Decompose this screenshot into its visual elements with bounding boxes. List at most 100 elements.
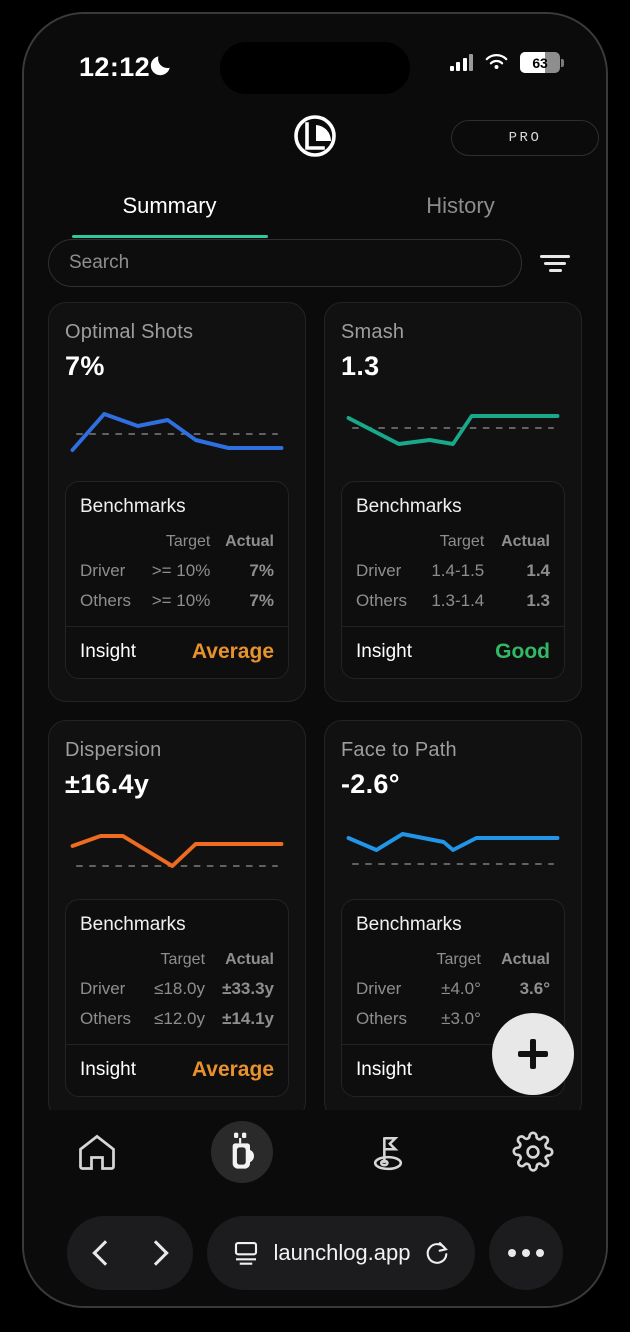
tab-history[interactable]: History: [426, 193, 495, 218]
table-row: Driver 1.4-1.5 1.4: [356, 556, 550, 586]
chevron-left-icon[interactable]: [91, 1240, 118, 1266]
sparkline-chart: [70, 834, 284, 868]
table-row: Driver >= 10% 7%: [80, 556, 274, 586]
row-actual: ±14.1y: [222, 1009, 274, 1028]
card-title: Face to Path: [341, 739, 457, 761]
row-label: Driver: [356, 979, 402, 998]
row-actual: 1.3: [526, 591, 550, 610]
search-input[interactable]: Search: [48, 239, 522, 287]
row-label: Others: [80, 1009, 132, 1028]
gear-icon: [502, 1121, 564, 1183]
table-header-row: Target Actual: [80, 946, 274, 974]
benchmarks-table: Target Actual Driver ±4.0° 3.6° Others ±…: [356, 946, 550, 1034]
row-target: >= 10%: [151, 561, 211, 580]
launchlog-logo-icon: [294, 115, 336, 157]
metric-card-dispersion[interactable]: Dispersion ±16.4y Benchmarks Target Actu…: [48, 720, 306, 1120]
table-row: Others ≤12.0y ±14.1y: [80, 1004, 274, 1034]
benchmarks-title: Benchmarks: [356, 914, 462, 935]
ellipsis-dot: [522, 1249, 530, 1257]
table-row: Others >= 10% 7%: [80, 586, 274, 616]
phone-frame: 12:12 63 PRO: [22, 12, 608, 1308]
col-target: Target: [439, 533, 485, 550]
col-blank: [356, 528, 418, 556]
row-actual: 7%: [249, 591, 274, 610]
insight-value: Good: [495, 640, 550, 663]
insight-label: Insight: [356, 641, 412, 662]
tab-summary[interactable]: Summary: [24, 190, 315, 234]
search-row: Search: [24, 228, 606, 298]
row-actual: 1.4: [526, 561, 550, 580]
card-value: 7%: [65, 351, 105, 381]
ellipsis-dot: [536, 1249, 544, 1257]
benchmarks-title: Benchmarks: [80, 496, 186, 517]
tab-bar: Summary History: [24, 190, 606, 234]
row-label: Others: [356, 591, 408, 610]
insight-row: Insight Good: [342, 626, 564, 678]
col-actual: Actual: [225, 951, 274, 968]
moon-icon: [150, 56, 170, 76]
benchmarks-title: Benchmarks: [356, 496, 462, 517]
insight-label: Insight: [80, 1059, 136, 1080]
row-target: 1.4-1.5: [431, 561, 485, 580]
status-bar: 12:12 63: [24, 14, 606, 98]
nav-item-settings[interactable]: [461, 1110, 607, 1194]
browser-more-button[interactable]: [489, 1216, 563, 1290]
desktop-icon: [235, 1241, 258, 1265]
row-actual: ±33.3y: [222, 979, 274, 998]
nav-item-bag[interactable]: [170, 1110, 316, 1194]
row-label: Driver: [356, 561, 402, 580]
nav-item-home[interactable]: [24, 1110, 170, 1194]
row-target: ±4.0°: [441, 979, 481, 998]
row-target: >= 10%: [151, 591, 211, 610]
col-target: Target: [165, 533, 211, 550]
filter-icon[interactable]: [528, 254, 582, 272]
card-value: -2.6°: [341, 769, 400, 799]
row-target: ±3.0°: [441, 1009, 481, 1028]
add-button[interactable]: [492, 1013, 574, 1095]
table-row: Driver ≤18.0y ±33.3y: [80, 974, 274, 1004]
ellipsis-dot: [508, 1249, 516, 1257]
table-row: Driver ±4.0° 3.6°: [356, 974, 550, 1004]
insight-row: Insight Average: [66, 1044, 288, 1096]
card-value: 1.3: [341, 351, 380, 381]
reload-icon[interactable]: [423, 1239, 451, 1267]
row-label: Driver: [80, 979, 126, 998]
url-bar[interactable]: launchlog.app: [207, 1216, 475, 1290]
benchmarks-table: Target Actual Driver 1.4-1.5 1.4 Others …: [356, 528, 550, 616]
bottom-navigation: [24, 1110, 606, 1194]
insight-row: Insight Average: [66, 626, 288, 678]
col-target: Target: [160, 951, 206, 968]
col-actual: Actual: [225, 533, 274, 550]
row-label: Driver: [80, 561, 126, 580]
sparkline-chart: [70, 412, 284, 452]
table-header-row: Target Actual: [80, 528, 274, 556]
benchmarks-panel: Benchmarks Target Actual Driver 1.4-1.5 …: [341, 481, 565, 679]
browser-nav-pill: [67, 1216, 193, 1290]
url-text: launchlog.app: [273, 1240, 411, 1265]
insight-label: Insight: [356, 1059, 412, 1080]
benchmarks-table: Target Actual Driver ≤18.0y ±33.3y Other…: [80, 946, 274, 1034]
chevron-right-icon[interactable]: [142, 1240, 169, 1266]
col-target: Target: [436, 951, 481, 968]
status-indicators: 63: [449, 52, 564, 73]
col-blank: [80, 946, 142, 974]
row-label: Others: [80, 591, 132, 610]
row-label: Others: [356, 1009, 408, 1028]
benchmarks-panel: Benchmarks Target Actual Driver >= 10% 7…: [65, 481, 289, 679]
golf-bag-icon: [211, 1121, 274, 1183]
nav-item-green[interactable]: [315, 1110, 461, 1194]
col-actual: Actual: [501, 533, 550, 550]
row-target: 1.3-1.4: [431, 591, 485, 610]
pro-badge[interactable]: PRO: [451, 120, 599, 156]
metric-card-optimal-shots[interactable]: Optimal Shots 7% Benchmarks Target Actua…: [48, 302, 306, 702]
row-target: ≤18.0y: [154, 979, 206, 998]
sparkline-chart: [346, 414, 560, 446]
row-target: ≤12.0y: [154, 1009, 206, 1028]
metric-card-smash[interactable]: Smash 1.3 Benchmarks Target Actual Drive…: [324, 302, 582, 702]
status-time: 12:12: [79, 52, 151, 82]
plus-icon: [518, 1039, 548, 1069]
col-blank: [80, 528, 140, 556]
phone-screen: 12:12 63 PRO: [24, 14, 606, 1306]
card-title: Dispersion: [65, 739, 162, 761]
table-row: Others 1.3-1.4 1.3: [356, 586, 550, 616]
